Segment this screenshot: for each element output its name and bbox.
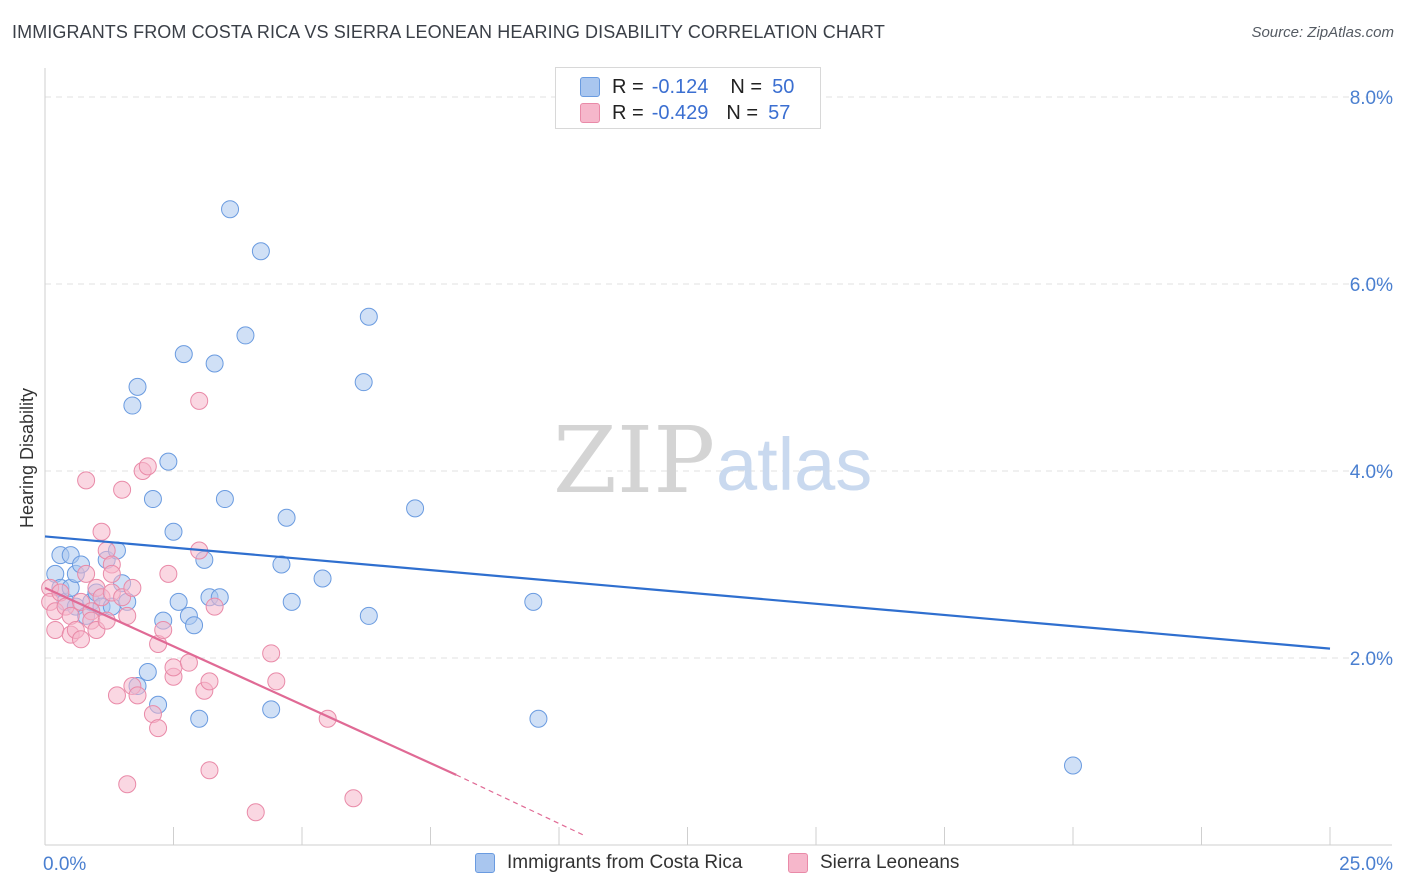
point-costa-rica (164, 522, 183, 541)
y-axis-label: Hearing Disability (17, 388, 37, 528)
legend-swatch-sierra-leone (580, 103, 600, 123)
point-costa-rica (406, 499, 425, 518)
point-sierra-leone (77, 471, 96, 490)
point-sierra-leone (138, 457, 157, 476)
point-costa-rica (359, 307, 378, 326)
point-sierra-leone (262, 644, 281, 663)
point-costa-rica (174, 345, 193, 364)
point-costa-rica (262, 700, 281, 719)
legend-swatch-costa-rica (580, 77, 600, 97)
legend-r-value: -0.124 (651, 75, 709, 98)
point-costa-rica (123, 396, 142, 415)
watermark-atlas: atlas (716, 423, 872, 506)
point-sierra-leone (205, 597, 224, 616)
point-costa-rica (236, 326, 255, 345)
point-costa-rica (354, 373, 373, 392)
point-costa-rica (128, 377, 147, 396)
tick-labels: 2.0% 4.0% 6.0% 8.0% 0.0% 25.0% (43, 88, 1393, 875)
point-sierra-leone (107, 686, 126, 705)
chart-title: IMMIGRANTS FROM COSTA RICA VS SIERRA LEO… (12, 22, 885, 42)
trend-line-costa-rica (44, 535, 1331, 650)
point-sierra-leone (123, 578, 142, 597)
point-sierra-leone (97, 611, 116, 630)
legend-r-value: -0.429 (651, 101, 709, 124)
point-costa-rica (251, 242, 270, 261)
point-sierra-leone (92, 522, 111, 541)
source-credit: Source: ZipAtlas.com (1251, 24, 1394, 41)
stats-legend: R = -0.124 N = 50 R = -0.429 N = 57 (555, 67, 821, 129)
point-costa-rica (282, 592, 301, 611)
point-costa-rica (138, 663, 157, 682)
point-costa-rica (529, 709, 548, 728)
point-costa-rica (190, 709, 209, 728)
trend-lines (44, 535, 1331, 837)
axes (44, 68, 1392, 846)
point-sierra-leone (200, 761, 219, 780)
y-tick-label: 2.0% (1350, 649, 1393, 670)
legend-n-label: N = (726, 101, 759, 124)
point-sierra-leone (190, 391, 209, 410)
point-sierra-leone (128, 686, 147, 705)
point-sierra-leone (200, 672, 219, 691)
x-tick-label: 25.0% (1339, 854, 1393, 875)
bottom-legend-swatch-costa-rica (475, 853, 495, 873)
point-costa-rica (205, 354, 224, 373)
watermark-zip: ZIP (553, 407, 715, 514)
y-tick-label: 6.0% (1350, 275, 1393, 296)
bottom-legend-label-costa-rica: Immigrants from Costa Rica (507, 852, 743, 873)
point-sierra-leone (77, 564, 96, 583)
watermark: ZIP atlas (553, 407, 872, 514)
point-sierra-leone (46, 620, 65, 639)
legend-n-label: N = (730, 75, 763, 98)
point-sierra-leone (113, 480, 132, 499)
point-costa-rica (185, 616, 204, 635)
gridlines (45, 96, 1392, 659)
legend-row-sierra-leone: R = -0.429 N = 57 (580, 100, 790, 126)
point-costa-rica (143, 490, 162, 509)
point-costa-rica (215, 490, 234, 509)
point-sierra-leone (154, 620, 173, 639)
y-tick-label: 8.0% (1350, 88, 1393, 109)
trend-line-sierra-leone (44, 586, 457, 776)
series-sierra-leone-points (41, 391, 363, 822)
legend-r-label: R = (612, 75, 644, 98)
point-costa-rica (313, 569, 332, 588)
legend-n-value: 50 (772, 75, 795, 98)
bottom-legend-sierra-leone: Sierra Leoneans (788, 852, 959, 874)
y-tick-label: 4.0% (1350, 462, 1393, 483)
legend-n-value: 57 (768, 101, 791, 124)
point-sierra-leone (159, 564, 178, 583)
point-sierra-leone (118, 775, 137, 794)
point-costa-rica (1064, 756, 1082, 775)
point-costa-rica (221, 200, 240, 219)
point-costa-rica (159, 452, 178, 471)
x-tick-label: 0.0% (43, 854, 86, 875)
bottom-legend-costa-rica: Immigrants from Costa Rica (475, 852, 742, 874)
point-costa-rica (524, 592, 543, 611)
point-sierra-leone (164, 658, 183, 677)
point-sierra-leone (344, 789, 363, 808)
trend-line-sierra-leone-extension (455, 774, 585, 837)
bottom-legend-swatch-sierra-leone (788, 853, 808, 873)
legend-row-costa-rica: R = -0.124 N = 50 (580, 74, 794, 100)
bottom-legend-label-sierra-leone: Sierra Leoneans (820, 852, 960, 873)
point-sierra-leone (267, 672, 286, 691)
point-costa-rica (359, 606, 378, 625)
legend-r-label: R = (612, 101, 644, 124)
point-sierra-leone (246, 803, 265, 822)
point-sierra-leone (102, 564, 121, 583)
point-costa-rica (169, 592, 188, 611)
point-costa-rica (277, 508, 296, 527)
point-sierra-leone (71, 630, 90, 649)
point-sierra-leone (149, 719, 168, 738)
